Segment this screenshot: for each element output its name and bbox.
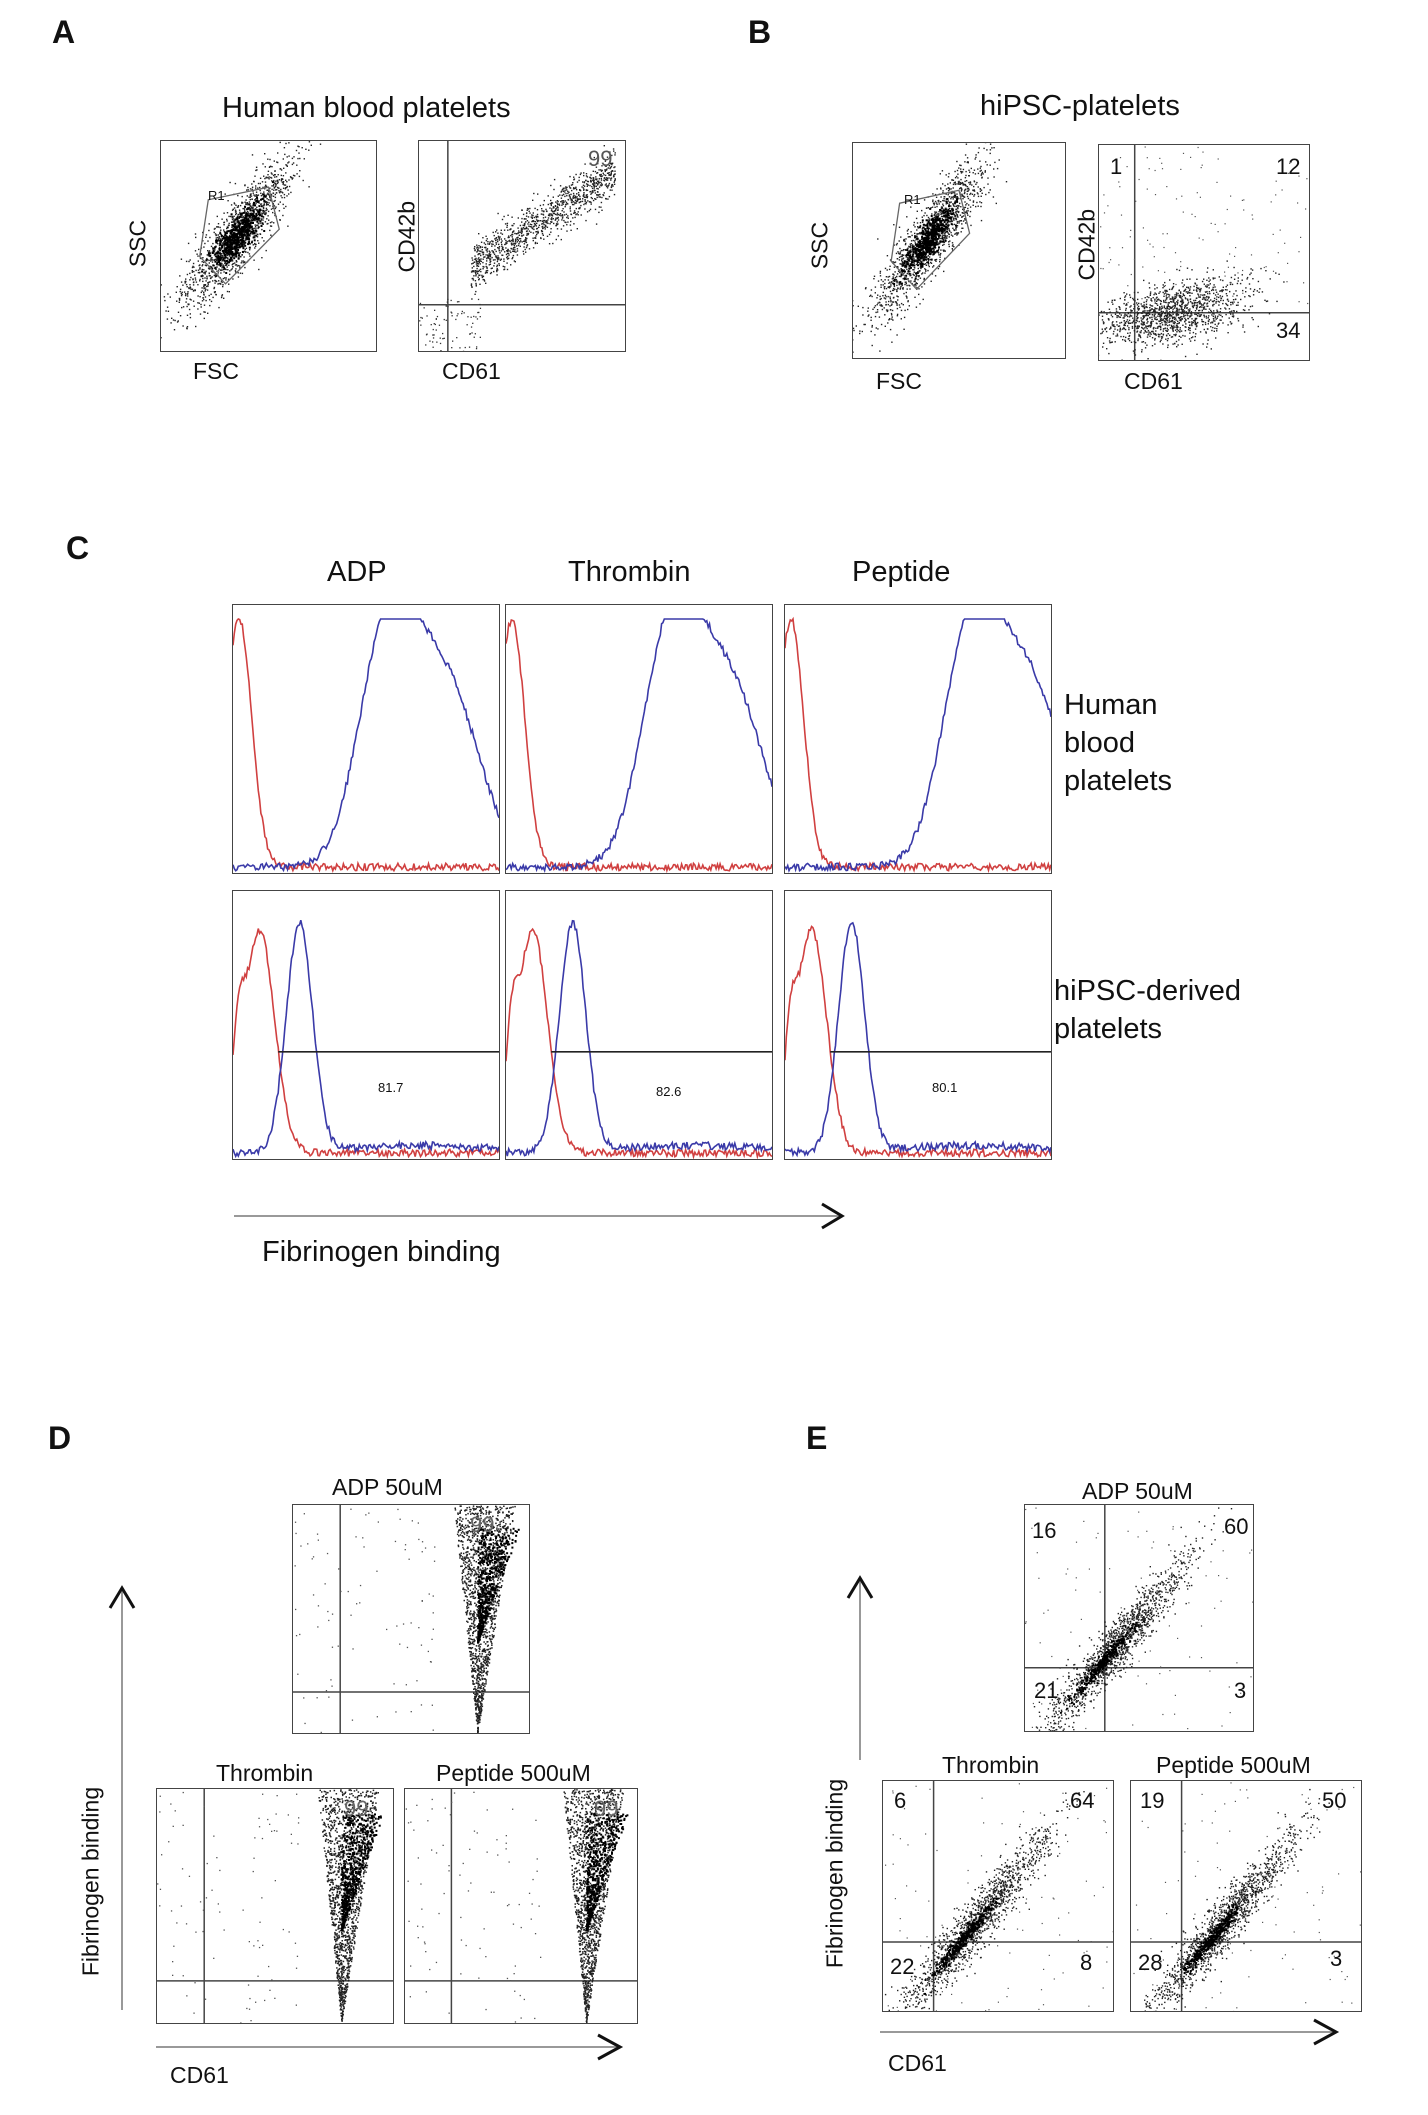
- panel-d-title-adp: ADP 50uM: [332, 1474, 443, 1500]
- panel-c-x-arrow: [234, 1202, 845, 1230]
- panel-d-plot-thrombin: [156, 1788, 394, 2024]
- panel-c-hist-ipsc-peptide: [784, 890, 1052, 1160]
- panel-a-gate-label: R1: [208, 188, 225, 203]
- panel-a-quadrant-ur: 99: [588, 146, 613, 171]
- panel-b-quadrant-ul: 1: [1110, 154, 1123, 179]
- panel-a-cd61-label: CD61: [442, 358, 501, 384]
- panel-e-peptide-quadrant-ur: 50: [1322, 1788, 1347, 1813]
- panel-b-cd61-label: CD61: [1124, 368, 1183, 394]
- panel-a-cd61-cd42b-plot: [418, 140, 626, 352]
- panel-b-ssc-label: SSC: [806, 221, 833, 270]
- panel-a-cd42b-label: CD42b: [393, 200, 420, 273]
- panel-d-letter: D: [48, 1420, 72, 1456]
- panel-e-thrombin-quadrant-lr: 8: [1080, 1950, 1093, 1975]
- panel-d-title-peptide: Peptide 500uM: [436, 1760, 591, 1786]
- panel-c-column-adp: ADP: [327, 556, 387, 588]
- panel-e-title-thrombin: Thrombin: [942, 1752, 1040, 1778]
- panel-c-column-peptide: Peptide: [852, 556, 951, 588]
- panel-d-y-arrow: [108, 1585, 136, 2010]
- panel-d-plot-adp: [292, 1504, 530, 1734]
- panel-b-fsc-label: FSC: [876, 368, 922, 394]
- panel-c-hist-ipsc-adp: [232, 890, 500, 1160]
- panel-c-row-label-ipsc: hiPSC-derived platelets: [1054, 975, 1241, 1045]
- panel-e-thrombin-quadrant-ul: 6: [894, 1788, 907, 1813]
- panel-d-x-label: CD61: [170, 2062, 229, 2088]
- panel-b-cd42b-label: CD42b: [1073, 208, 1100, 281]
- panel-e-peptide-quadrant-ul: 19: [1140, 1788, 1165, 1813]
- panel-e-x-label: CD61: [888, 2050, 947, 2076]
- panel-c-hist-ipsc-thrombin: [505, 890, 773, 1160]
- panel-e-adp-quadrant-lr: 3: [1234, 1678, 1247, 1703]
- panel-e-adp-quadrant-ul: 16: [1032, 1518, 1057, 1543]
- panel-b-gate-label: R1: [904, 192, 921, 207]
- panel-d-thrombin-quadrant-ur: 99: [344, 1796, 369, 1821]
- panel-d-title-thrombin: Thrombin: [216, 1760, 314, 1786]
- panel-e-thrombin-quadrant-ur: 64: [1070, 1788, 1095, 1813]
- panel-e-adp-quadrant-ll: 21: [1034, 1678, 1059, 1703]
- panel-a-letter: A: [52, 14, 76, 50]
- panel-e-peptide-quadrant-lr: 3: [1330, 1946, 1343, 1971]
- panel-c-hist-human-peptide: [784, 604, 1052, 874]
- panel-c-letter: C: [66, 530, 90, 566]
- panel-c-x-label: Fibrinogen binding: [262, 1236, 501, 1268]
- panel-a-fsc-ssc-plot: [160, 140, 377, 352]
- panel-d-plot-peptide: [404, 1788, 638, 2024]
- panel-e-plot-thrombin: [882, 1780, 1114, 2012]
- panel-c-gate-thrombin: 82.6: [656, 1084, 682, 1099]
- panel-b-title: hiPSC-platelets: [980, 90, 1180, 122]
- panel-b-fsc-ssc-plot: [852, 142, 1066, 359]
- panel-d-adp-quadrant-ur: 99: [470, 1512, 495, 1537]
- panel-a-fsc-label: FSC: [193, 358, 239, 384]
- panel-b-letter: B: [748, 14, 772, 50]
- panel-e-y-arrow: [846, 1575, 874, 1760]
- panel-e-plot-adp: [1024, 1504, 1254, 1732]
- panel-e-letter: E: [806, 1420, 828, 1456]
- panel-a-title: Human blood platelets: [222, 92, 511, 124]
- panel-e-title-peptide: Peptide 500uM: [1156, 1752, 1311, 1778]
- panel-b-quadrant-ur: 12: [1276, 154, 1301, 179]
- panel-c-hist-human-thrombin: [505, 604, 773, 874]
- panel-d-x-arrow: [156, 2033, 624, 2061]
- panel-c-row-label-human: Human blood platelets: [1064, 689, 1173, 797]
- panel-e-title-adp: ADP 50uM: [1082, 1478, 1193, 1504]
- panel-d-peptide-quadrant-ur: 99: [594, 1796, 619, 1821]
- panel-e-x-arrow: [880, 2018, 1340, 2046]
- panel-e-peptide-quadrant-ll: 28: [1138, 1950, 1163, 1975]
- panel-c-hist-human-adp: [232, 604, 500, 874]
- panel-c-column-thrombin: Thrombin: [568, 556, 691, 588]
- panel-c-gate-adp: 81.7: [378, 1080, 404, 1095]
- panel-b-quadrant-lr: 34: [1276, 318, 1301, 343]
- panel-e-thrombin-quadrant-ll: 22: [890, 1954, 915, 1979]
- panel-b-cd61-cd42b-plot: [1098, 144, 1310, 361]
- panel-a-ssc-label: SSC: [124, 219, 151, 268]
- panel-e-plot-peptide: [1130, 1780, 1362, 2012]
- panel-e-adp-quadrant-ur: 60: [1224, 1514, 1249, 1539]
- panel-c-gate-peptide: 80.1: [932, 1080, 958, 1095]
- panel-e-y-label: Fibrinogen binding: [821, 1778, 848, 1969]
- panel-d-y-label: Fibrinogen binding: [77, 1786, 104, 1977]
